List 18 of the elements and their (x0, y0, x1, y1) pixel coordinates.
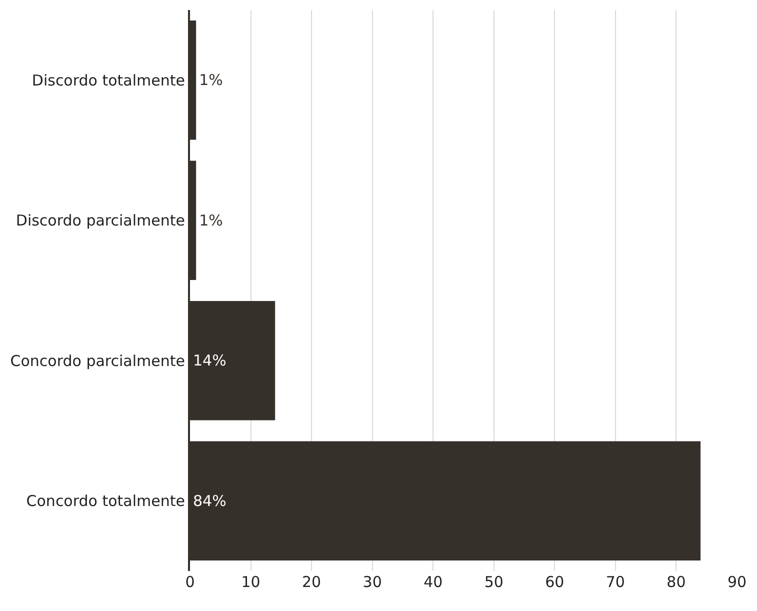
x-tick-label: 60 (545, 573, 564, 591)
x-tick-label: 90 (727, 573, 747, 591)
x-tick-label: 80 (666, 573, 686, 591)
data-label: 1% (199, 211, 223, 230)
x-tick-label: 10 (241, 573, 260, 591)
y-tick-label: Discordo totalmente (32, 71, 185, 90)
y-tick-label: Concordo parcialmente (10, 352, 185, 370)
x-tick-label: 0 (185, 573, 195, 591)
x-tick-label: 20 (302, 573, 322, 591)
y-tick-label: Discordo parcialmente (16, 212, 185, 230)
x-tick-label: 30 (362, 573, 382, 591)
x-tick-label: 50 (484, 573, 504, 591)
x-tick-label: 70 (606, 573, 625, 591)
x-tick-label: 40 (424, 573, 443, 591)
y-tick-label: Concordo totalmente (26, 492, 185, 510)
data-label: 84% (193, 492, 226, 510)
data-label: 1% (199, 71, 223, 90)
data-label: 14% (193, 352, 226, 370)
